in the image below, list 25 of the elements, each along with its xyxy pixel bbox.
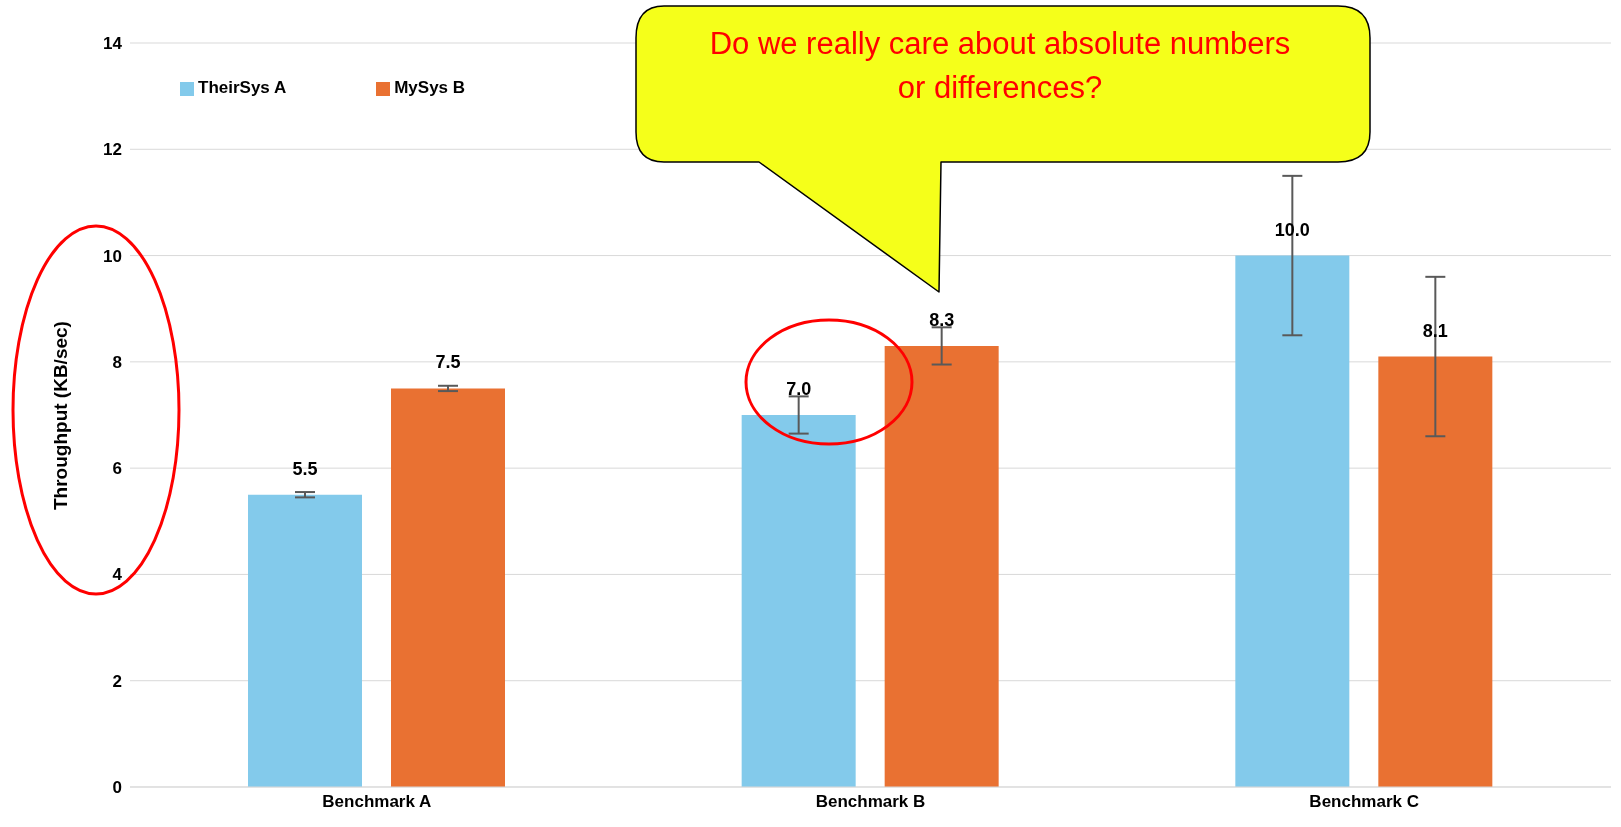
bar [391,388,505,787]
x-tick-label: Benchmark A [322,792,432,812]
y-tick-label: 4 [112,565,123,585]
data-label: 7.5 [435,352,461,373]
data-label: 7.0 [786,379,812,399]
data-label: 8.3 [929,309,955,330]
y-tick-label: 6 [112,459,122,479]
bar [1378,356,1493,787]
y-tick-label: 12 [103,140,122,160]
data-label: 5.5 [292,458,318,479]
x-tick-label: Benchmark C [1309,792,1419,812]
y-tick-label: 10 [103,246,122,266]
annotation: Do we really care about absolute numbers or differences? [708,25,1292,107]
legend-label: MySys B [394,78,466,97]
y-tick-label: 0 [112,778,122,798]
y-tick-label: 2 [112,671,122,691]
legend-label: TheirSys A [198,78,287,97]
bar [741,415,856,787]
bar [248,494,362,787]
y-tick-label: 14 [103,34,123,54]
y-tick-label: 8 [112,352,122,372]
bar [1235,255,1350,787]
y-axis-title: Throughput (KB/sec) [49,321,71,510]
x-tick-label: Benchmark B [815,792,926,812]
bar [884,345,999,787]
